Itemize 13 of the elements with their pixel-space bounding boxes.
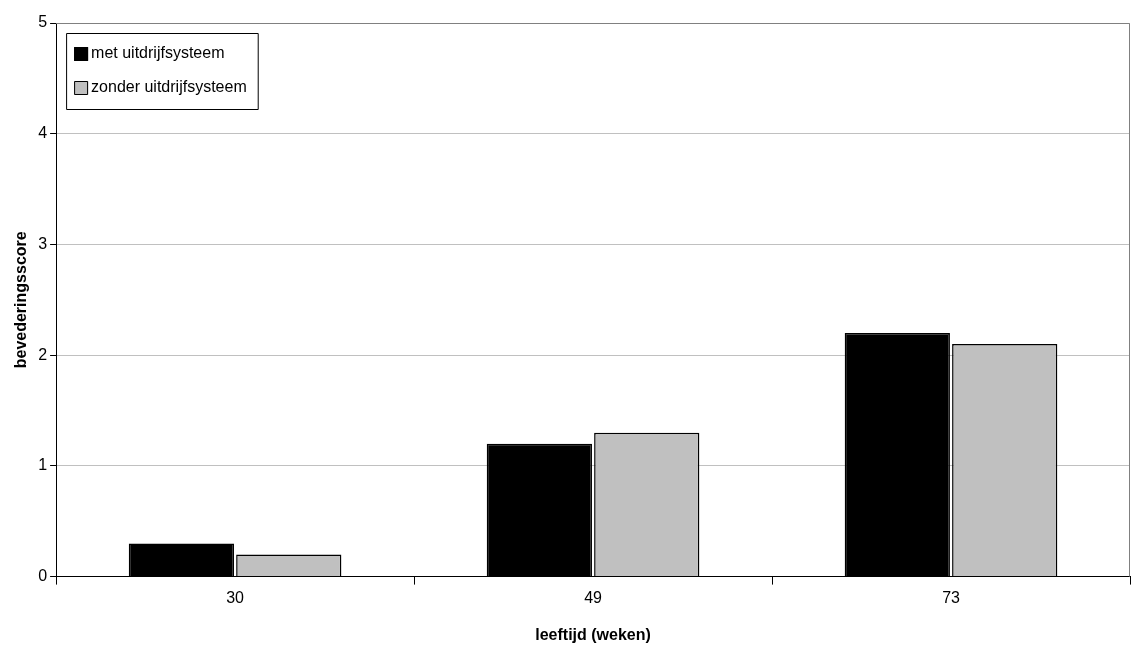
x-axis-title: leeftijd (weken)	[535, 625, 651, 643]
y-tick-label: 3	[38, 234, 48, 252]
legend-label: zonder uitdrijfsysteem	[91, 78, 247, 96]
x-tick-label: 73	[942, 588, 961, 606]
x-tick-label: 30	[226, 588, 245, 606]
y-tick-label: 1	[38, 456, 48, 474]
y-tick-label: 0	[38, 567, 48, 585]
y-tick-label: 5	[38, 13, 48, 31]
y-tick-label: 4	[38, 124, 48, 142]
legend-label: met uitdrijfsysteem	[91, 44, 225, 62]
y-tick-label: 2	[38, 345, 48, 363]
x-tick-label: 49	[584, 588, 603, 606]
y-axis-title: bevederingsscore	[12, 231, 30, 369]
